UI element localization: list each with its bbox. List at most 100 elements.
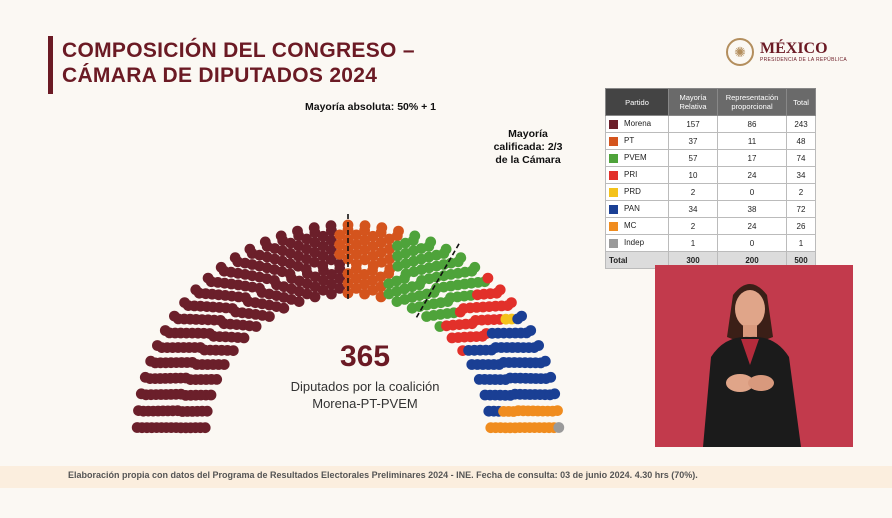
seat-dot <box>309 246 321 258</box>
seat-dot <box>275 230 287 242</box>
seat-dot <box>269 275 280 286</box>
seat-dot <box>284 268 296 280</box>
logo-title: MÉXICO <box>760 40 828 57</box>
seat-dot <box>334 248 345 260</box>
value-cell: 0 <box>717 234 787 252</box>
party-cell: MC <box>605 217 669 235</box>
seat-dot <box>393 225 404 237</box>
party-name: PVEM <box>624 153 647 163</box>
value-cell: 24 <box>717 166 787 184</box>
seat-dot <box>131 422 143 433</box>
seat-dot <box>175 388 187 400</box>
seat-dot <box>359 254 371 266</box>
seat-dot <box>533 340 544 351</box>
qualified-threshold-line <box>415 240 462 318</box>
table-row-total: Total 300 200 500 <box>605 251 816 269</box>
seat-dot <box>494 284 506 296</box>
seat-dot <box>425 236 437 248</box>
seat-dot <box>215 261 227 273</box>
seat-dot <box>367 240 379 252</box>
value-cell: 57 <box>668 149 718 167</box>
seat-dot <box>227 303 238 314</box>
seat-dot <box>359 220 371 232</box>
seat-dot <box>301 243 312 255</box>
seat-dot <box>309 271 321 283</box>
seat-dot <box>292 260 304 272</box>
seat-dot <box>179 297 191 308</box>
seat-dot <box>205 389 217 401</box>
total-value-cell: 500 <box>786 251 816 269</box>
seat-dot <box>194 342 206 353</box>
party-cell: PAN <box>605 200 669 218</box>
seat-dot <box>204 328 216 339</box>
seat-dot <box>317 260 329 272</box>
value-cell: 243 <box>786 115 816 133</box>
party-cell: Indep <box>605 234 669 252</box>
seat-dot <box>516 310 527 322</box>
seat-dot <box>317 250 329 262</box>
table-row-pt: PT 37 11 48 <box>605 132 816 150</box>
party-cell: PRD <box>605 183 669 201</box>
seat-dot <box>309 256 320 268</box>
seat-dot <box>325 220 337 232</box>
seat-dot <box>351 258 362 270</box>
seat-dot <box>539 355 551 367</box>
seat-dot <box>169 310 180 322</box>
party-name: MC <box>624 221 637 231</box>
party-cell: PRI <box>605 166 669 184</box>
value-cell: 1 <box>786 234 816 252</box>
value-cell: 38 <box>717 200 787 218</box>
table-row-pri: PRI 10 24 34 <box>605 166 816 184</box>
qualified-line-1: Mayoría <box>508 128 548 140</box>
seat-dot <box>326 288 337 300</box>
seat-dot <box>334 239 345 251</box>
value-cell: 17 <box>717 149 787 167</box>
interpreter-face <box>735 290 765 328</box>
seat-dot <box>376 256 387 268</box>
seat-dot <box>350 273 362 284</box>
interpreter-hands <box>726 374 754 392</box>
footer-source: Elaboración propia con datos del Program… <box>68 470 698 480</box>
party-name: Indep <box>624 238 645 248</box>
seat-dot <box>317 240 329 252</box>
footer: Elaboración propia con datos del Program… <box>0 466 892 488</box>
seat-dot <box>187 357 198 368</box>
table-row-pan: PAN 34 38 72 <box>605 200 816 218</box>
seat-dot <box>359 269 370 280</box>
logo-subtitle: PRESIDENCIA DE LA REPÚBLICA <box>760 57 848 63</box>
value-cell: 11 <box>717 132 787 150</box>
party-name: PAN <box>624 204 640 214</box>
coalition-line-2: Morena-PT-PVEM <box>312 396 418 411</box>
party-color-swatch <box>609 119 618 129</box>
seat-dot <box>342 287 354 299</box>
seat-dot <box>351 248 362 260</box>
seat-dot <box>334 258 345 270</box>
sign-language-interpreter-video <box>655 265 853 447</box>
value-cell: 2 <box>668 217 718 235</box>
coalition-line-1: Diputados por la coalición <box>290 379 440 394</box>
seat-table: Partido Mayoría Relativa Representación … <box>605 88 816 269</box>
seat-dot <box>240 292 251 304</box>
party-cell: Morena <box>605 115 669 133</box>
seat-dot <box>350 283 362 294</box>
seat-dot <box>133 405 144 416</box>
seat-dot <box>250 321 262 332</box>
seat-dot <box>440 243 452 255</box>
seat-dot <box>350 229 362 241</box>
value-cell: 157 <box>668 115 718 133</box>
seat-dot <box>215 315 226 326</box>
party-name: PT <box>624 136 635 146</box>
seat-dot <box>292 225 303 237</box>
seat-dot <box>367 250 379 262</box>
seat-dot <box>334 229 346 241</box>
value-cell: 26 <box>786 217 816 235</box>
value-cell: 72 <box>786 200 816 218</box>
seat-dot <box>384 263 396 275</box>
seat-dot <box>326 278 337 290</box>
seat-dot <box>172 405 184 417</box>
seat-dot <box>190 284 202 296</box>
seat-dot <box>506 297 517 308</box>
seal-icon: ✺ <box>726 38 754 66</box>
seat-dot <box>359 278 370 290</box>
